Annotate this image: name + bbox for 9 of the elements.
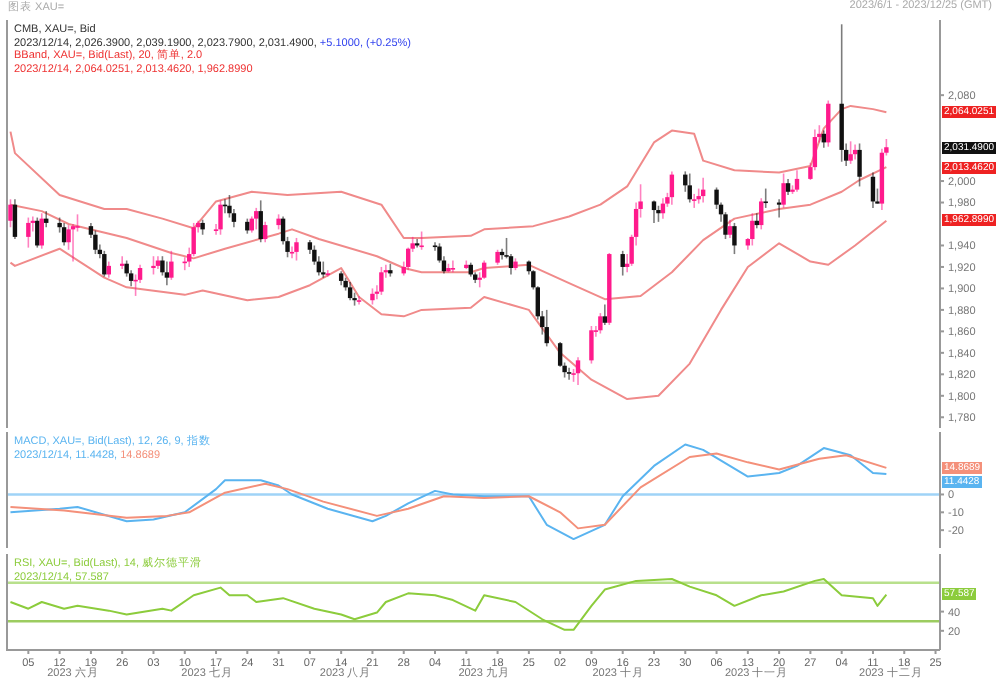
line-series — [9, 443, 888, 541]
line-series — [9, 219, 888, 401]
candlestick — [432, 241, 438, 252]
candlestick — [566, 367, 572, 381]
candlestick — [289, 245, 295, 260]
candlestick — [692, 193, 697, 209]
candlestick — [450, 259, 456, 274]
candlestick — [213, 223, 219, 236]
line-series — [9, 452, 888, 530]
